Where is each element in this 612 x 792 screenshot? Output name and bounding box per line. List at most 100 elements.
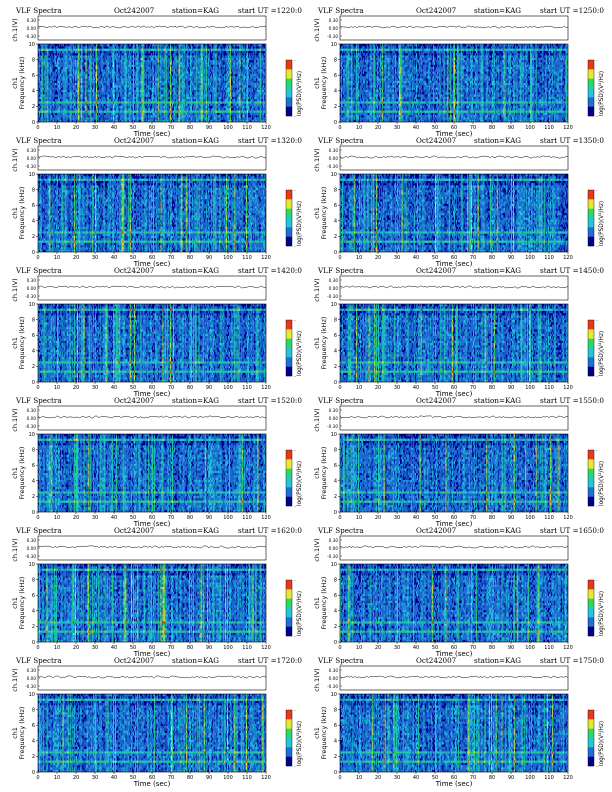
spectrogram-cell bbox=[60, 60, 61, 62]
spectrogram-cell bbox=[149, 106, 150, 108]
spectrogram-cell bbox=[192, 111, 193, 113]
spectrogram-cell bbox=[143, 104, 144, 106]
spectrogram-cell bbox=[151, 90, 152, 92]
spectrogram-cell bbox=[167, 49, 168, 51]
spectrogram-cell bbox=[140, 49, 141, 51]
spectrogram-cell bbox=[40, 104, 41, 106]
spectrogram-cell bbox=[135, 62, 136, 64]
spectrogram-cell bbox=[150, 49, 151, 51]
spectrogram-cell bbox=[182, 92, 183, 94]
spectrogram-cell bbox=[43, 49, 44, 51]
spectrogram-cell bbox=[66, 92, 67, 94]
spectrogram-cell bbox=[99, 62, 100, 64]
spectrogram-cell bbox=[67, 74, 68, 76]
spectrogram-cell bbox=[198, 92, 199, 94]
spectrogram-cell bbox=[85, 55, 86, 57]
spectrogram-cell bbox=[47, 97, 48, 99]
spectrogram-cell bbox=[42, 81, 43, 83]
spectrogram-cell bbox=[124, 113, 125, 115]
spectrogram-cell bbox=[93, 90, 94, 92]
spectrogram-cell bbox=[156, 74, 157, 76]
spectrogram-cell bbox=[184, 117, 185, 119]
spectrogram-cell bbox=[105, 88, 106, 90]
spectrogram-cell bbox=[183, 44, 184, 46]
spectrogram-cell bbox=[172, 90, 173, 92]
spectrogram-cell bbox=[51, 115, 52, 117]
spectrogram-cell bbox=[186, 85, 187, 87]
spectrogram-cell bbox=[47, 76, 48, 78]
spectrogram-cell bbox=[158, 88, 159, 90]
spectrogram-cell bbox=[127, 111, 128, 113]
spectrogram-cell bbox=[85, 97, 86, 99]
spectrogram-cell bbox=[152, 46, 153, 48]
spectrogram-cell bbox=[182, 78, 183, 80]
spectrogram-cell bbox=[162, 55, 163, 57]
spectrogram-cell bbox=[98, 74, 99, 76]
spectrogram-cell bbox=[70, 72, 71, 74]
spectrogram-cell bbox=[187, 115, 188, 117]
spectrogram-cell bbox=[45, 78, 46, 80]
spectrogram-cell bbox=[157, 55, 158, 57]
spectrogram-cell bbox=[93, 44, 94, 46]
spectrogram-cell bbox=[133, 90, 134, 92]
spectrogram-cell bbox=[143, 60, 144, 62]
spectrogram-cell bbox=[48, 83, 49, 85]
spectrogram-cell bbox=[129, 117, 130, 119]
spectrogram-cell bbox=[77, 111, 78, 113]
spectrogram-cell bbox=[119, 113, 120, 115]
spectrogram-cell bbox=[108, 94, 109, 96]
spectrogram-cell bbox=[43, 58, 44, 60]
spectrogram-cell bbox=[97, 67, 98, 69]
spectrogram-cell bbox=[123, 55, 124, 57]
spectrogram-cell bbox=[101, 101, 102, 103]
spectrogram-cell bbox=[200, 115, 201, 117]
spectrogram-cell bbox=[89, 62, 90, 64]
spectrogram-cell bbox=[183, 60, 184, 62]
spectrogram-cell bbox=[43, 74, 44, 76]
spectrogram-cell bbox=[192, 97, 193, 99]
spectrogram-cell bbox=[42, 46, 43, 48]
spectrogram-cell bbox=[140, 51, 141, 53]
spectrogram-cell bbox=[174, 74, 175, 76]
spectrogram-cell bbox=[100, 83, 101, 85]
spectrogram-cell bbox=[200, 101, 201, 103]
spectrogram-cell bbox=[162, 65, 163, 67]
spectrogram-cell bbox=[204, 72, 205, 74]
spectrogram-cell bbox=[139, 49, 140, 51]
spectrogram-cell bbox=[113, 74, 114, 76]
spectrogram-cell bbox=[82, 62, 83, 64]
spectrogram-cell bbox=[198, 60, 199, 62]
spectrogram-cell bbox=[179, 78, 180, 80]
spectrogram-cell bbox=[163, 88, 164, 90]
spectrogram-cell bbox=[184, 108, 185, 110]
spectrogram-cell bbox=[187, 92, 188, 94]
spectrogram-cell bbox=[47, 58, 48, 60]
spectrogram-cell bbox=[167, 60, 168, 62]
spectrogram-cell bbox=[67, 111, 68, 113]
spectrogram-cell bbox=[171, 58, 172, 60]
spectrogram-cell bbox=[195, 44, 196, 46]
spectrogram-cell bbox=[158, 108, 159, 110]
spectrogram-cell bbox=[198, 55, 199, 57]
spectrogram-cell bbox=[141, 58, 142, 60]
spectrogram-cell bbox=[91, 76, 92, 78]
spectrogram-cell bbox=[131, 65, 132, 67]
spectrogram-cell bbox=[43, 62, 44, 64]
spectrogram-cell bbox=[171, 62, 172, 64]
spectrogram-cell bbox=[41, 81, 42, 83]
spectrogram-cell bbox=[58, 88, 59, 90]
spectrogram-cell bbox=[70, 101, 71, 103]
spectrogram-cell bbox=[66, 51, 67, 53]
spectrogram-cell bbox=[156, 49, 157, 51]
spectrogram-cell bbox=[92, 78, 93, 80]
spectrogram-cell bbox=[122, 58, 123, 60]
spectrogram-cell bbox=[57, 113, 58, 115]
spectrogram-cell bbox=[50, 111, 51, 113]
spectrogram-cell bbox=[114, 115, 115, 117]
spectrogram-cell bbox=[183, 76, 184, 78]
spectrogram-cell bbox=[174, 69, 175, 71]
spectrogram-cell bbox=[55, 111, 56, 113]
spectrogram-cell bbox=[187, 60, 188, 62]
spectrogram-cell bbox=[201, 101, 202, 103]
spectrogram-cell bbox=[44, 113, 45, 115]
